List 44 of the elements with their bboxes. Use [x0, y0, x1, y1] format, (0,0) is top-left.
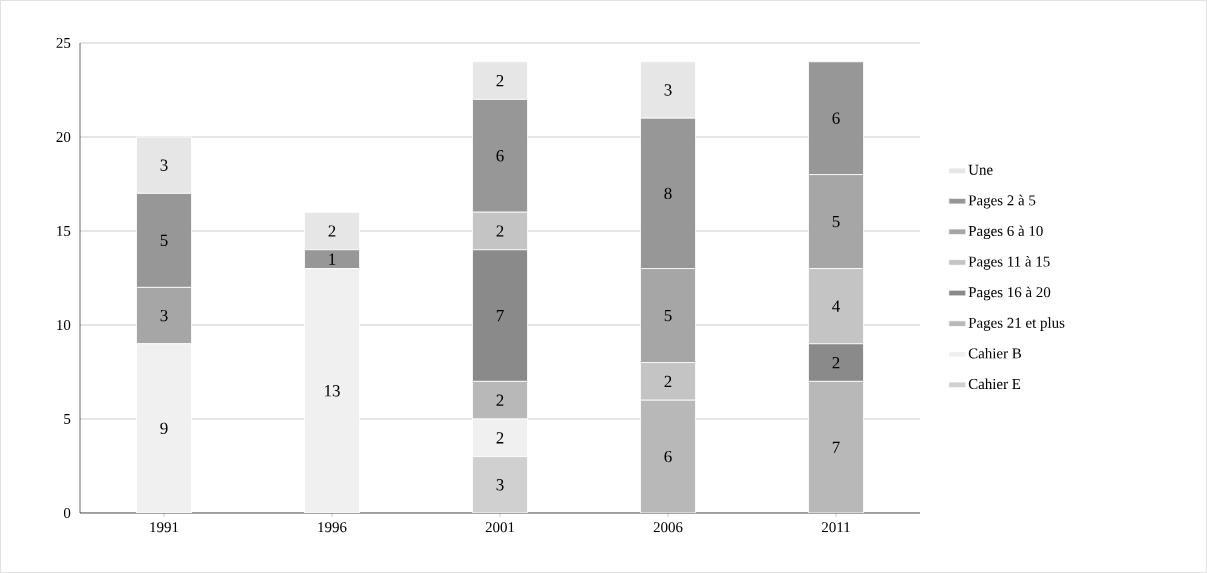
- legend-label: Cahier E: [968, 378, 1021, 390]
- x-tick-label: 2001: [485, 522, 515, 533]
- data-label: 1: [329, 253, 336, 265]
- data-label: 9: [160, 422, 168, 435]
- data-label: 6: [832, 112, 840, 124]
- y-tick-label: 20: [56, 131, 71, 143]
- data-label: 7: [496, 310, 504, 322]
- legend-label: Pages 21 et plus: [968, 317, 1065, 331]
- data-label: 2: [496, 74, 504, 87]
- legend-label: Pages 11 à 15: [968, 256, 1050, 270]
- y-tick-label: 5: [64, 414, 71, 424]
- data-label: 4: [832, 300, 840, 312]
- legend-label: Une: [968, 164, 993, 175]
- x-tick-label: 1991: [150, 522, 179, 533]
- data-label: 3: [496, 479, 504, 491]
- data-label: 2: [496, 225, 504, 237]
- data-label: 5: [832, 215, 840, 228]
- data-label: 2: [664, 375, 672, 387]
- data-label: 7: [832, 441, 840, 453]
- bar: [472, 380, 528, 420]
- data-label: 3: [664, 84, 672, 96]
- data-label: 3: [160, 309, 168, 322]
- y-tick-label: 25: [56, 37, 71, 48]
- data-label: 2: [496, 394, 504, 406]
- legend-label: Pages 2 à 5: [968, 194, 1036, 209]
- legend-label: Pages 6 à 10: [968, 225, 1043, 240]
- data-label: 2: [832, 356, 840, 369]
- y-tick-label: 10: [57, 319, 71, 331]
- x-tick-label: 2006: [653, 522, 683, 533]
- legend-label: Pages 16 à 20: [968, 286, 1051, 301]
- data-label: 13: [325, 385, 340, 397]
- data-label: 2: [496, 432, 504, 444]
- data-label: 6: [496, 150, 504, 162]
- legend-label: Cahier B: [968, 347, 1022, 359]
- data-label: 8: [664, 187, 672, 200]
- y-tick-label: 15: [57, 225, 71, 236]
- x-tick-label: 2011: [822, 522, 850, 533]
- y-tick-label: 0: [63, 507, 71, 519]
- data-label: 5: [664, 309, 672, 322]
- x-tick-label: 1996: [318, 522, 347, 533]
- data-label: 5: [160, 234, 168, 247]
- data-label: 3: [160, 159, 168, 171]
- data-label: 6: [664, 450, 672, 463]
- data-label: 2: [328, 225, 336, 237]
